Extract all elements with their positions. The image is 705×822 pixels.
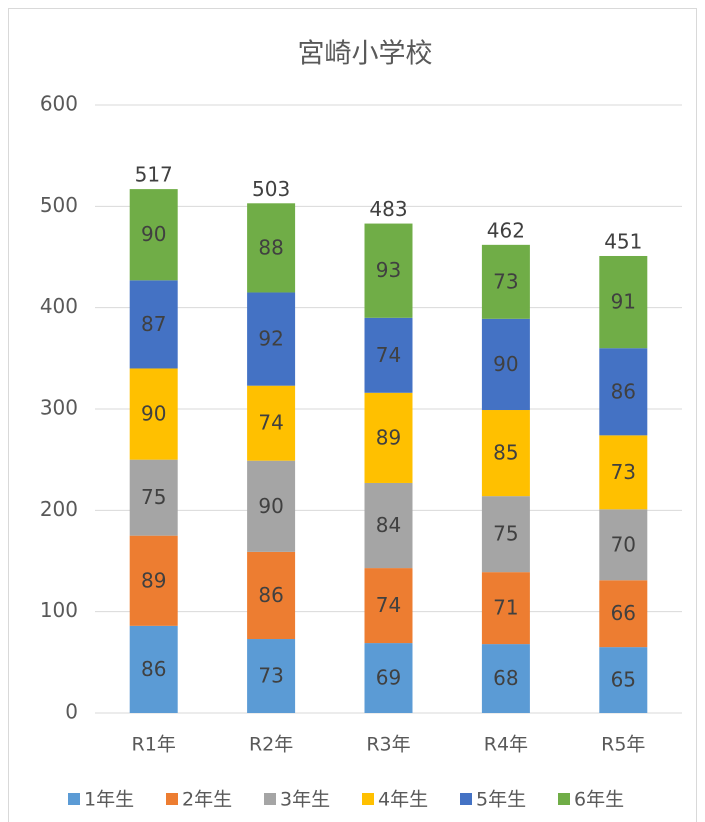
data-label: 92 [258,327,283,351]
bar-segment [481,644,530,713]
data-label: 73 [611,460,636,484]
y-tick-label: 100 [40,598,78,622]
y-tick-label: 0 [65,700,78,724]
data-label: 74 [376,343,401,367]
chart-title: 宮崎小学校 [298,39,433,70]
data-label: 74 [376,593,401,617]
data-label: 86 [141,657,166,681]
data-label: 87 [141,312,166,336]
bar-segment [481,318,530,411]
bar-segment [129,189,178,281]
x-tick-label: R5年 [601,734,645,756]
bar-segment [481,244,530,319]
bar-segment [247,203,296,293]
bar-segment [599,580,648,648]
data-label: 90 [141,222,166,246]
bar-segment [364,482,413,569]
data-label: 70 [611,532,636,556]
y-tick-label: 500 [40,193,78,217]
bar-segment [129,625,178,713]
total-label: 462 [487,218,525,242]
bar-segment [599,348,648,436]
bar-segment [599,509,648,581]
legend-label: 3年生 [280,789,330,811]
data-label: 86 [258,583,283,607]
data-label: 73 [493,269,518,293]
x-tick-label: R2年 [249,734,293,756]
legend-label: 6年生 [574,789,624,811]
legend-swatch [166,793,178,805]
data-label: 65 [611,668,636,692]
bar-segment [481,496,530,573]
x-tick-label: R1年 [132,734,176,756]
bar-segment [247,551,296,640]
legend-swatch [362,793,374,805]
bar-segment [364,317,413,393]
bar-segment [129,280,178,369]
y-tick-label: 200 [40,497,78,521]
bar-segment [364,392,413,483]
y-tick-label: 300 [40,396,78,420]
data-label: 91 [611,290,636,314]
bar-segment [364,223,413,318]
chart-frame [8,8,697,822]
bar-segment [129,368,178,460]
x-tick-label: R4年 [484,734,528,756]
legend-swatch [68,793,80,805]
y-tick-label: 600 [40,92,78,116]
bar-segment [247,385,296,461]
data-label: 75 [493,522,518,546]
legend-swatch [264,793,276,805]
bar-segment [599,255,648,349]
legend-label: 5年生 [476,789,526,811]
data-label: 71 [493,596,518,620]
bar-segment [129,459,178,536]
data-label: 68 [493,666,518,690]
bar-segment [129,535,178,626]
bar-segment [599,435,648,510]
data-label: 89 [376,425,401,449]
bar-segment [247,639,296,713]
data-label: 90 [493,352,518,376]
total-label: 503 [252,177,290,201]
data-label: 88 [258,235,283,259]
legend-swatch [558,793,570,805]
bar-segment [481,410,530,497]
legend-label: 4年生 [378,789,428,811]
data-label: 66 [611,601,636,625]
data-label: 84 [376,513,401,537]
bar-segment [364,568,413,644]
total-label: 517 [135,163,173,187]
data-label: 90 [141,402,166,426]
data-label: 93 [376,258,401,282]
legend-label: 1年生 [84,789,134,811]
total-label: 483 [369,197,407,221]
data-label: 74 [258,411,283,435]
legend-label: 2年生 [182,789,232,811]
data-label: 90 [258,494,283,518]
data-label: 85 [493,441,518,465]
x-tick-label: R3年 [366,734,410,756]
bar-segment [481,572,530,645]
total-label: 451 [604,229,642,253]
data-label: 89 [141,568,166,592]
data-label: 69 [376,666,401,690]
data-label: 75 [141,485,166,509]
legend-swatch [460,793,472,805]
data-label: 86 [611,379,636,403]
y-tick-label: 400 [40,294,78,318]
bar-segment [364,643,413,713]
bar-segment [599,647,648,713]
bar-segment [247,460,296,552]
bar-segment [247,292,296,386]
data-label: 73 [258,664,283,688]
